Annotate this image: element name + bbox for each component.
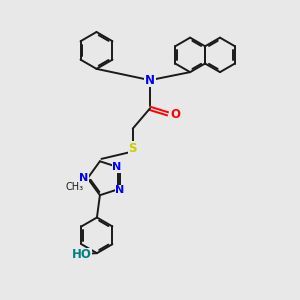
Text: S: S (128, 142, 137, 155)
Text: HO: HO (71, 248, 92, 261)
Text: N: N (80, 173, 88, 183)
Text: N: N (145, 74, 155, 87)
Text: N: N (115, 185, 124, 195)
Text: N: N (112, 162, 122, 172)
Text: O: O (170, 108, 180, 121)
Text: CH₃: CH₃ (65, 182, 83, 192)
